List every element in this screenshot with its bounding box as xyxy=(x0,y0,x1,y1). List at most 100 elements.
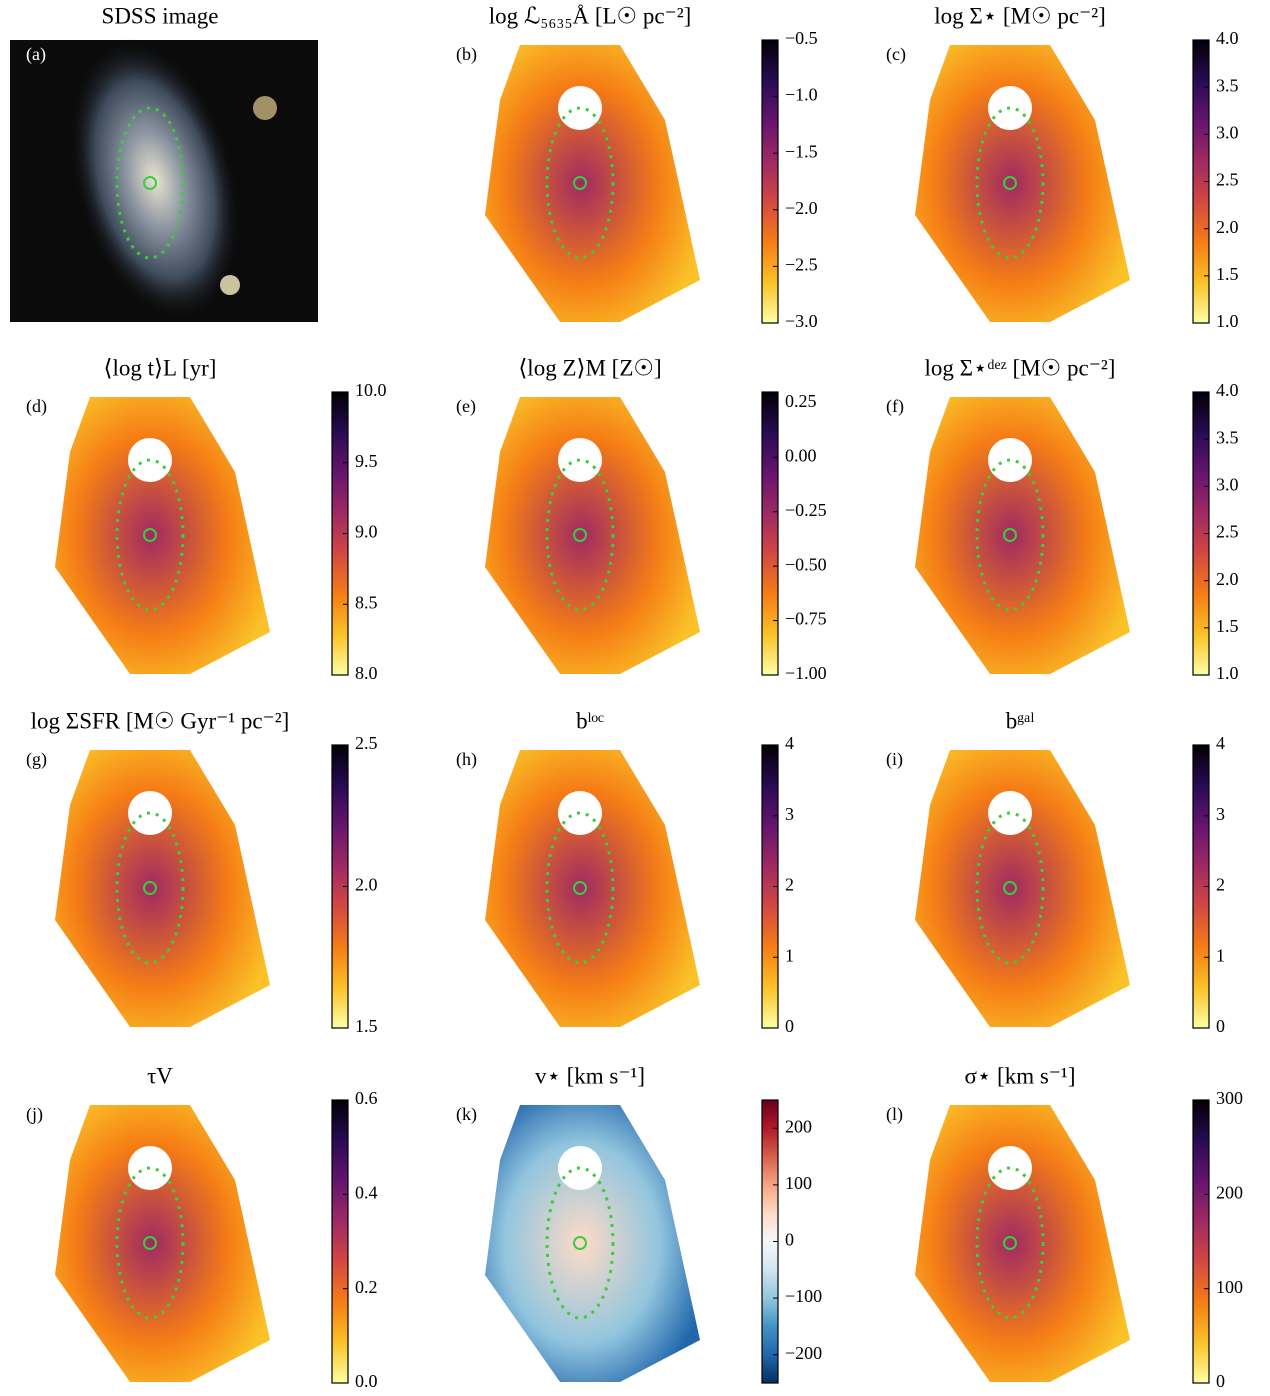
tick-label: 2.5 xyxy=(355,733,378,753)
panel-title: SDSS image xyxy=(102,3,219,28)
tick-label: 2.0 xyxy=(355,875,378,895)
tick-label: 3 xyxy=(1216,804,1225,824)
tick-label: 2.5 xyxy=(1216,170,1239,190)
panel-title: log Σ⋆ [M☉ pc⁻²] xyxy=(934,3,1106,28)
aperture xyxy=(975,106,1045,260)
aperture xyxy=(545,811,615,965)
tick-label: 3.0 xyxy=(1216,474,1239,494)
tick-label: −1.5 xyxy=(785,141,818,161)
star xyxy=(253,96,277,120)
center xyxy=(573,881,587,895)
tick-label: 2.0 xyxy=(1216,217,1239,237)
tick-label: 10.0 xyxy=(355,380,387,400)
tick-label: −1.00 xyxy=(785,663,827,683)
tick-label: 9.5 xyxy=(355,451,378,471)
panel-label: (l) xyxy=(886,1104,903,1125)
tick-label: 1.5 xyxy=(1216,616,1239,636)
galaxy-map xyxy=(915,45,1130,322)
tick-label: 1.0 xyxy=(1216,311,1239,331)
galaxy-map xyxy=(55,1105,270,1382)
panel-label: (g) xyxy=(26,749,47,770)
tick-label: −3.0 xyxy=(785,311,818,331)
tick-label: 100 xyxy=(1216,1277,1243,1297)
center xyxy=(143,528,157,542)
panel-label: (b) xyxy=(456,44,477,65)
center xyxy=(1003,1236,1017,1250)
tick-label: 2 xyxy=(1216,875,1225,895)
tick-label: 100 xyxy=(785,1173,812,1193)
panel-label: (d) xyxy=(26,396,47,417)
tick-label: 3.5 xyxy=(1216,75,1239,95)
panel-label: (k) xyxy=(456,1104,477,1125)
tick-label: −100 xyxy=(785,1286,822,1306)
center xyxy=(1003,176,1017,190)
tick-label: 1.0 xyxy=(1216,663,1239,683)
galaxy-map xyxy=(485,1105,700,1382)
galaxy-map xyxy=(915,1105,1130,1382)
tick-label: 0.00 xyxy=(785,445,817,465)
tick-label: 4.0 xyxy=(1216,28,1239,48)
panel-title: log ΣSFR [M☉ Gyr⁻¹ pc⁻²] xyxy=(31,708,290,733)
aperture xyxy=(115,106,185,260)
tick-label: 0 xyxy=(785,1230,794,1250)
aperture xyxy=(975,1166,1045,1320)
tick-label: 0 xyxy=(1216,1371,1225,1391)
center xyxy=(1003,881,1017,895)
panel-label: (f) xyxy=(886,396,904,417)
panel-title: τV xyxy=(147,1063,173,1088)
tick-label: 1 xyxy=(1216,945,1225,965)
tick-label: 4 xyxy=(1216,733,1225,753)
aperture xyxy=(115,811,185,965)
tick-label: 3 xyxy=(785,804,794,824)
tick-label: 0 xyxy=(785,1016,794,1036)
aperture xyxy=(115,458,185,612)
colorbar xyxy=(1192,1099,1210,1384)
center xyxy=(143,1236,157,1250)
tick-label: 2.5 xyxy=(1216,522,1239,542)
tick-label: 1.5 xyxy=(355,1016,378,1036)
tick-label: 4.0 xyxy=(1216,380,1239,400)
tick-label: 1.5 xyxy=(1216,264,1239,284)
tick-label: 0.25 xyxy=(785,391,817,411)
tick-label: 8.5 xyxy=(355,592,378,612)
center xyxy=(1003,528,1017,542)
tick-label: 2.0 xyxy=(1216,569,1239,589)
panel-title: v⋆ [km s⁻¹] xyxy=(535,1063,645,1088)
galaxy-map xyxy=(915,397,1130,674)
panel-title: ⟨log Z⟩M [Z☉] xyxy=(518,355,661,380)
center xyxy=(143,176,157,190)
tick-label: −0.25 xyxy=(785,500,827,520)
tick-label: 4 xyxy=(785,733,794,753)
center xyxy=(143,881,157,895)
tick-label: 3.0 xyxy=(1216,122,1239,142)
galaxy-map xyxy=(485,397,700,674)
galaxy-map xyxy=(55,750,270,1027)
tick-label: 0 xyxy=(1216,1016,1225,1036)
tick-label: −2.5 xyxy=(785,255,818,275)
tick-label: 200 xyxy=(1216,1182,1243,1202)
aperture xyxy=(545,106,615,260)
panel-title: log ℒ₅₆₃₅Å [L☉ pc⁻²] xyxy=(489,3,692,28)
colorbar xyxy=(761,391,779,676)
panel-label: (h) xyxy=(456,749,477,770)
panel-title: log Σ⋆ᵈᵉᶻ [M☉ pc⁻²] xyxy=(925,355,1116,380)
panel-label: (j) xyxy=(26,1104,43,1125)
colorbar xyxy=(761,39,779,324)
panel-label: (i) xyxy=(886,749,903,770)
galaxy-map xyxy=(485,45,700,322)
panel-label: (a) xyxy=(26,44,46,65)
aperture xyxy=(545,1166,615,1320)
tick-label: −2.0 xyxy=(785,198,818,218)
tick-label: 0.0 xyxy=(355,1371,378,1391)
tick-label: −0.75 xyxy=(785,609,827,629)
panel-title: bᵍᵃˡ xyxy=(1006,708,1035,733)
center xyxy=(573,1236,587,1250)
tick-label: 0.2 xyxy=(355,1277,378,1297)
tick-label: −0.50 xyxy=(785,554,827,574)
tick-label: 0.4 xyxy=(355,1182,378,1202)
center xyxy=(573,528,587,542)
tick-label: −0.5 xyxy=(785,28,818,48)
aperture xyxy=(115,1166,185,1320)
